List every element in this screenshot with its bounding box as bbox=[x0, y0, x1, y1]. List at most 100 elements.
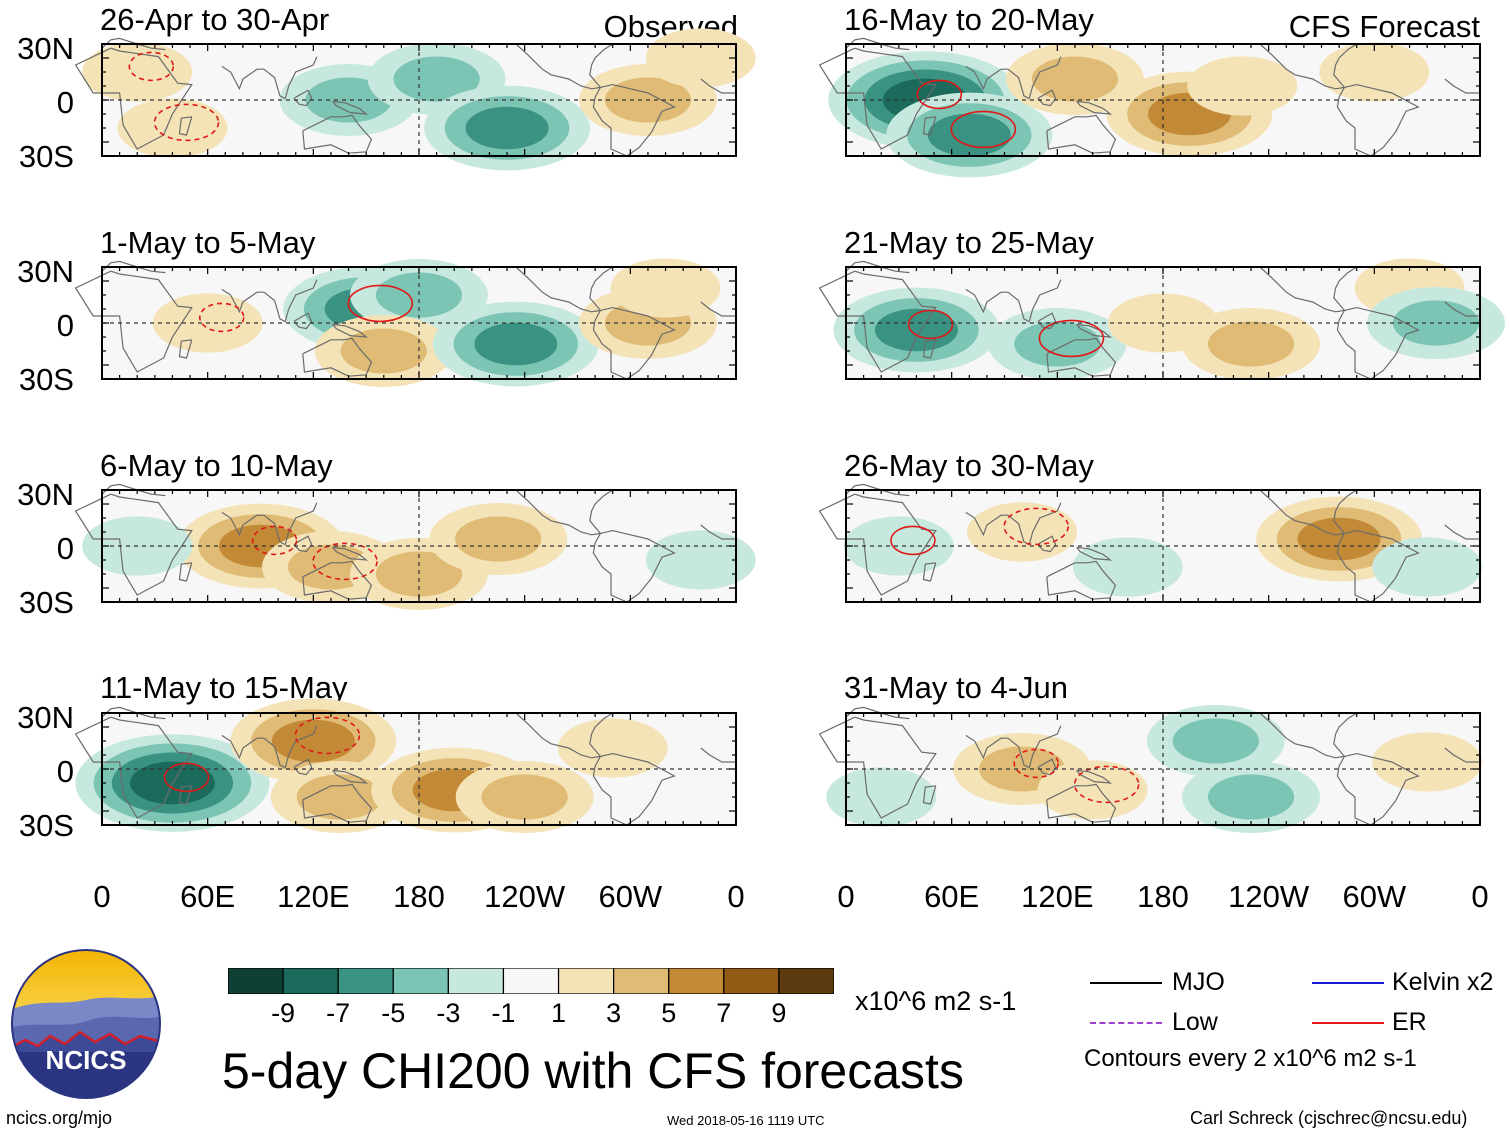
panel-title-right-1: 21-May to 25-May bbox=[844, 225, 1094, 260]
coastline bbox=[965, 288, 1008, 314]
coastline bbox=[74, 270, 193, 373]
coastline bbox=[515, 43, 614, 90]
colorbar-swatch bbox=[557, 968, 615, 994]
coastline bbox=[700, 747, 736, 763]
footer-url[interactable]: ncics.org/mjo bbox=[6, 1108, 113, 1128]
coastline bbox=[101, 37, 166, 51]
coastline bbox=[818, 493, 937, 596]
coastline bbox=[1336, 306, 1420, 380]
coastline bbox=[263, 56, 318, 100]
coastline bbox=[263, 725, 318, 769]
coastline bbox=[1076, 323, 1113, 338]
anomaly-region bbox=[645, 28, 756, 88]
lat-label: 0 bbox=[56, 531, 74, 566]
anomaly-region bbox=[481, 774, 568, 820]
anomaly-region bbox=[1372, 732, 1483, 792]
coastline bbox=[1046, 560, 1117, 600]
er-contour bbox=[128, 51, 175, 82]
coastline bbox=[1336, 529, 1420, 603]
coastline bbox=[293, 758, 313, 776]
legend-line-er bbox=[1312, 1022, 1384, 1024]
coastline bbox=[1444, 524, 1480, 540]
coastline bbox=[178, 562, 193, 582]
colorbar-swatch bbox=[502, 968, 560, 994]
coastline bbox=[302, 783, 373, 823]
anomaly-region bbox=[1172, 718, 1259, 764]
colorbar-tick-label: 7 bbox=[716, 998, 732, 1028]
coastline bbox=[818, 47, 937, 150]
coastline bbox=[965, 511, 1008, 537]
coastline bbox=[1037, 758, 1057, 776]
colorbar-tick-label: -9 bbox=[271, 998, 296, 1028]
coastline bbox=[221, 511, 264, 537]
coastline bbox=[1037, 312, 1057, 330]
er-contour bbox=[890, 525, 936, 556]
anomaly-region bbox=[927, 113, 1011, 157]
coastline bbox=[700, 78, 736, 94]
coastline bbox=[922, 339, 937, 359]
colorbar-tick-label: 3 bbox=[606, 998, 622, 1028]
colorbar-swatch bbox=[337, 968, 394, 994]
legend-label-low: Low bbox=[1172, 1008, 1218, 1036]
anomaly-region bbox=[1207, 774, 1295, 820]
figure-title: 5-day CHI200 with CFS forecasts bbox=[222, 1043, 964, 1099]
coastline bbox=[515, 266, 614, 313]
legend-label-mjo: MJO bbox=[1172, 968, 1225, 996]
coastline bbox=[592, 83, 676, 157]
legend-label-er: ER bbox=[1392, 1008, 1427, 1036]
map-panel-forecast-2 bbox=[818, 483, 1483, 603]
panel-title-right-0: 16-May to 20-May bbox=[844, 2, 1094, 37]
er-contour bbox=[1013, 748, 1059, 779]
coastlines bbox=[818, 706, 1480, 826]
er-contour bbox=[251, 525, 298, 556]
map-panel-observed-3 bbox=[74, 698, 737, 833]
anomaly-region bbox=[1187, 56, 1298, 116]
er-contour bbox=[1003, 507, 1069, 546]
colorbar-tick-label: -7 bbox=[326, 998, 351, 1028]
coastline bbox=[845, 706, 910, 720]
panel-title-right-2: 26-May to 30-May bbox=[844, 448, 1094, 483]
panel-title-left-1: 1-May to 5-May bbox=[100, 225, 316, 260]
coastline bbox=[922, 785, 937, 805]
coastline bbox=[515, 489, 614, 536]
coastline bbox=[592, 752, 676, 826]
map-panel-forecast-1 bbox=[818, 258, 1505, 380]
logo-text: NCICS bbox=[46, 1045, 127, 1075]
map-panel-observed-1 bbox=[74, 258, 737, 387]
coastlines bbox=[74, 37, 736, 157]
anomaly-region bbox=[1319, 42, 1430, 102]
lon-label: 180 bbox=[1137, 879, 1189, 914]
er-contour bbox=[1038, 319, 1105, 358]
colorbar-tick-label: -5 bbox=[381, 998, 406, 1028]
colorbar-swatch bbox=[447, 968, 505, 994]
coastline bbox=[845, 37, 910, 51]
coastline bbox=[818, 716, 937, 819]
er-contour bbox=[163, 762, 210, 793]
er-contour bbox=[347, 284, 414, 323]
ncics-logo: NCICS bbox=[11, 949, 161, 1099]
lon-label: 180 bbox=[393, 879, 445, 914]
coastline bbox=[818, 270, 937, 373]
colorbar-swatch bbox=[778, 968, 834, 994]
coastline bbox=[1046, 337, 1117, 377]
anomaly-region bbox=[296, 774, 383, 820]
coastline bbox=[1037, 535, 1057, 553]
anomaly-region bbox=[843, 516, 954, 576]
coastline bbox=[845, 260, 910, 274]
coastline bbox=[1037, 89, 1057, 107]
coastline bbox=[293, 89, 313, 107]
coastline bbox=[1444, 747, 1480, 763]
lon-label: 0 bbox=[93, 879, 111, 914]
coastlines bbox=[818, 37, 1480, 157]
er-contour bbox=[294, 716, 361, 755]
coastline bbox=[263, 279, 318, 323]
coastline bbox=[332, 100, 369, 115]
lon-label: 120E bbox=[277, 879, 350, 914]
anomaly-region bbox=[967, 502, 1078, 562]
coastline bbox=[332, 769, 369, 784]
colorbar-tick-label: -3 bbox=[436, 998, 461, 1028]
colorbar-tick-label: 1 bbox=[551, 998, 567, 1028]
lat-label: 30N bbox=[17, 477, 74, 512]
anomaly-region bbox=[465, 106, 549, 150]
lon-label: 60E bbox=[924, 879, 980, 914]
